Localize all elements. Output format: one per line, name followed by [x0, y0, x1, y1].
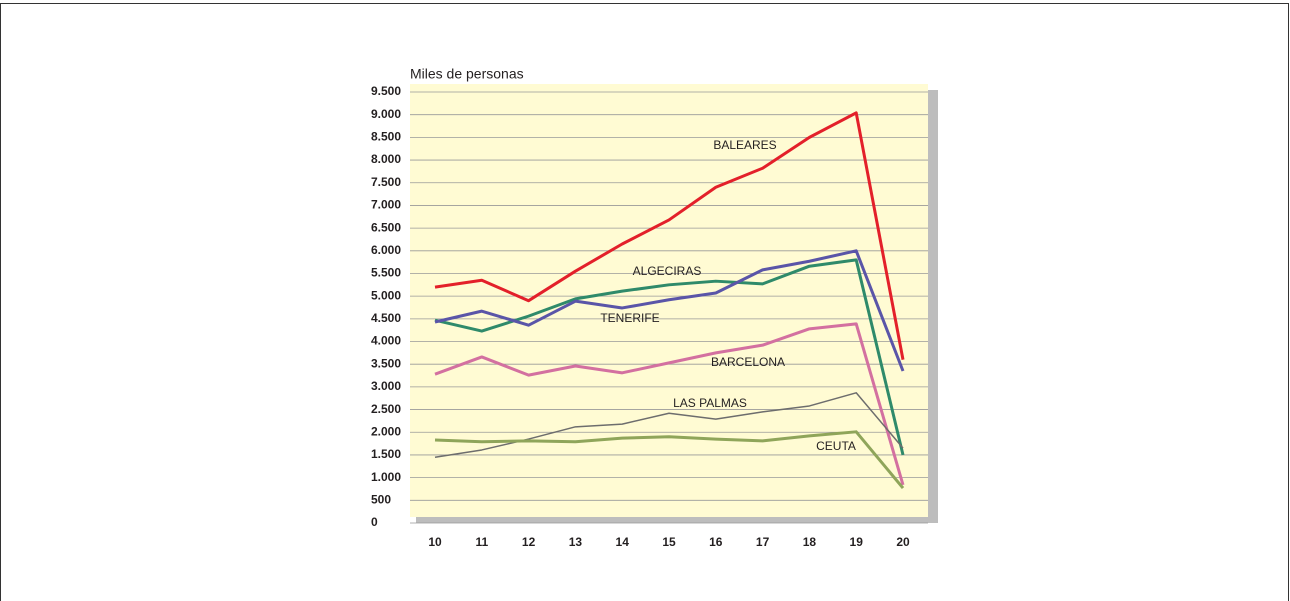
- series-label: ALGECIRAS: [633, 264, 702, 278]
- y-tick-label: 5.000: [371, 288, 401, 302]
- x-tick-label: 10: [428, 535, 442, 549]
- x-tick-label: 13: [569, 535, 583, 549]
- x-tick-label: 14: [616, 535, 630, 549]
- x-tick-label: 19: [850, 535, 864, 549]
- y-tick-label: 4.500: [371, 311, 401, 325]
- series-line: [434, 392, 904, 458]
- series-label: BALEARES: [713, 138, 776, 152]
- series-line: [434, 322, 905, 486]
- x-tick-label: 17: [756, 535, 770, 549]
- y-tick-label: 1.000: [371, 470, 401, 484]
- y-tick-label: 2.000: [371, 424, 401, 438]
- series-label: TENERIFE: [600, 311, 659, 325]
- y-tick-label: 6.000: [371, 243, 401, 257]
- x-tick-label: 15: [662, 535, 676, 549]
- y-tick-label: 0: [371, 515, 378, 529]
- y-tick-label: 9.000: [371, 107, 401, 121]
- x-tick-label: 20: [896, 535, 910, 549]
- x-tick-label: 16: [709, 535, 723, 549]
- series-line: [434, 249, 905, 372]
- x-tick-label: 18: [803, 535, 817, 549]
- y-tick-label: 7.500: [371, 175, 401, 189]
- x-tick-label: 11: [475, 535, 488, 549]
- y-tick-label: 500: [371, 492, 391, 506]
- x-tick-label: 12: [522, 535, 536, 549]
- y-tick-label: 5.500: [371, 266, 401, 280]
- y-tick-label: 4.000: [371, 334, 401, 348]
- y-tick-label: 7.000: [371, 198, 401, 212]
- y-tick-label: 3.500: [371, 356, 401, 370]
- series-label: LAS PALMAS: [673, 396, 747, 410]
- y-tick-label: 8.000: [371, 152, 401, 166]
- series-line: [434, 111, 905, 360]
- series-label: CEUTA: [816, 439, 856, 453]
- y-tick-label: 9.500: [371, 84, 401, 98]
- series-label: BARCELONA: [711, 355, 785, 369]
- y-tick-label: 8.500: [371, 130, 401, 144]
- y-axis-label: Miles de personas: [410, 66, 524, 82]
- y-tick-label: 1.500: [371, 447, 401, 461]
- y-tick-label: 3.000: [371, 379, 401, 393]
- frame: [0, 3, 1289, 601]
- y-tick-label: 2.500: [371, 402, 401, 416]
- y-tick-label: 6.500: [371, 220, 401, 234]
- series-line: [434, 430, 905, 490]
